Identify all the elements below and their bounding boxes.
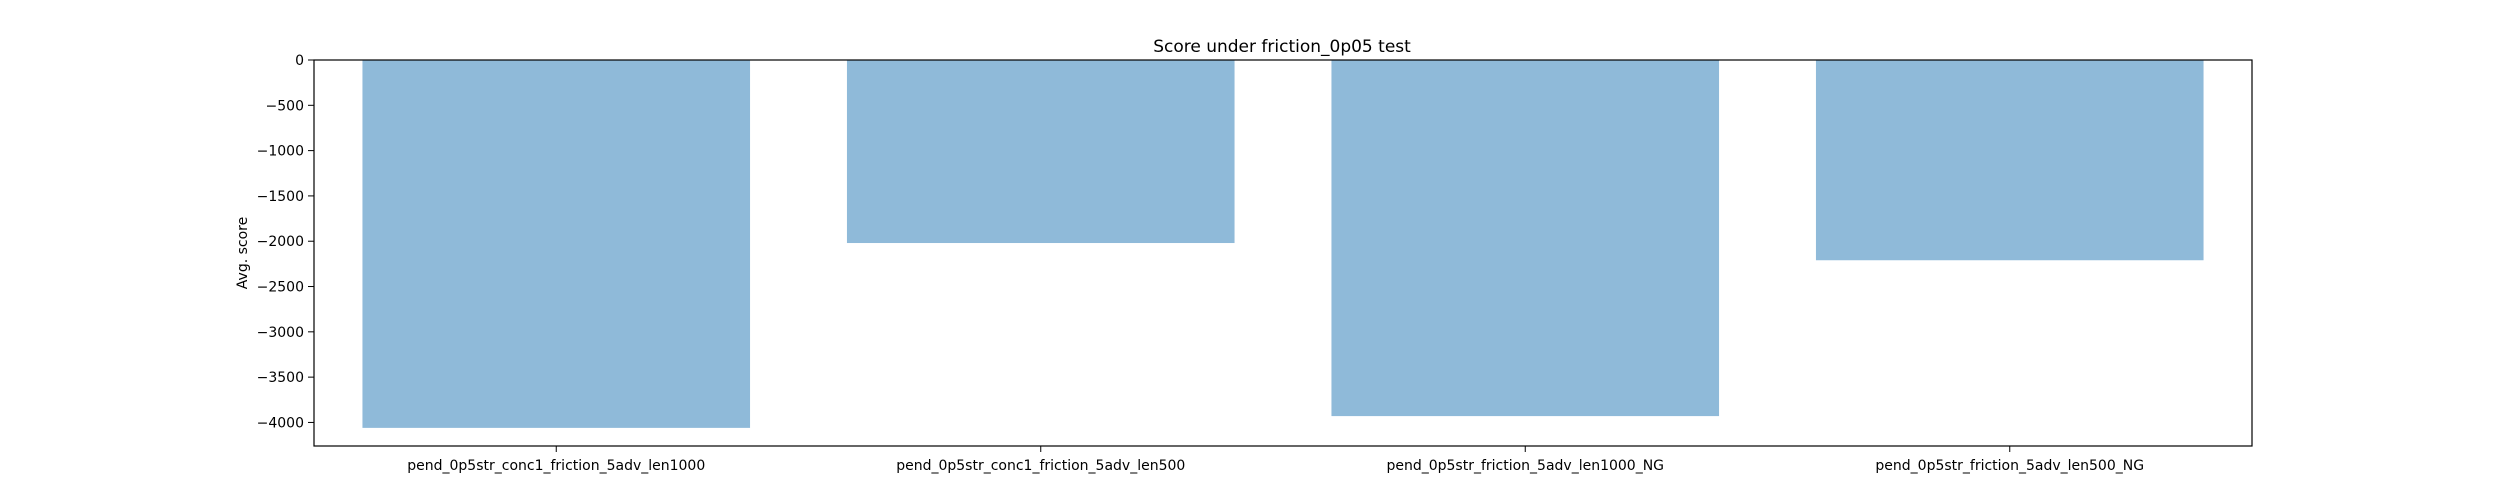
y-tick-label: −2000 bbox=[257, 234, 304, 250]
y-ticks-group: 0 −500 −1000 −1500 −2000 −2500 −3000 −3500 −4000 bbox=[257, 53, 314, 431]
y-axis-label: Avg. score bbox=[235, 217, 251, 289]
bar-3 bbox=[1331, 60, 1720, 417]
x-tick-label: pend_0p5str_conc1_friction_5adv_len500 bbox=[896, 458, 1185, 474]
bars-group bbox=[362, 60, 2204, 428]
y-tick-label: −3000 bbox=[257, 325, 304, 341]
bar-1 bbox=[362, 60, 751, 428]
y-tick-label: −2500 bbox=[257, 280, 304, 296]
y-tick-label: −500 bbox=[266, 98, 304, 114]
plot-frame bbox=[313, 59, 2253, 447]
x-ticks-group: pend_0p5str_conc1_friction_5adv_len1000 p… bbox=[407, 446, 2144, 474]
x-tick-label: pend_0p5str_conc1_friction_5adv_len1000 bbox=[407, 458, 705, 474]
y-tick-label: −1500 bbox=[257, 189, 304, 205]
y-tick-label: −1000 bbox=[257, 144, 304, 160]
chart-title: Score under friction_0p05 test bbox=[1153, 37, 1411, 57]
x-tick-label: pend_0p5str_friction_5adv_len1000_NG bbox=[1386, 458, 1664, 474]
x-tick-label: pend_0p5str_friction_5adv_len500_NG bbox=[1875, 458, 2144, 474]
bar-2 bbox=[846, 60, 1235, 244]
bar-4 bbox=[1815, 60, 2204, 261]
y-tick-label: −3500 bbox=[257, 370, 304, 386]
y-tick-label: −4000 bbox=[257, 415, 304, 431]
y-tick-label: 0 bbox=[295, 53, 304, 69]
